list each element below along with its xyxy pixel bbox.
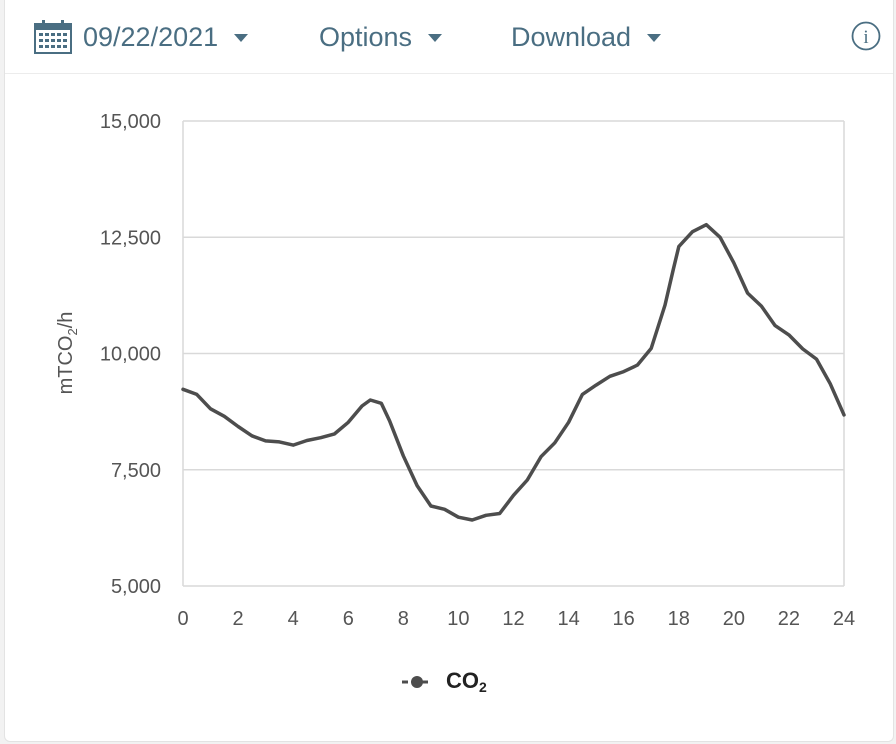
y-axis-label-tail: /h [55,312,77,329]
x-tick-label: 14 [557,608,579,630]
grid-lines [182,120,845,587]
series-line-co2[interactable] [181,222,846,522]
download-menu-button[interactable]: Download [511,20,662,54]
calendar-icon [34,20,72,54]
x-tick-label: 4 [288,608,299,630]
chart-card: 09/22/2021 Options Download i [4,0,894,742]
legend-marker [402,675,432,688]
y-tick-label: 7,500 [111,460,161,482]
y-axis-label: mTCO2/h [55,312,80,395]
y-tick-label: 5,000 [111,576,161,598]
y-axis-ticks: 5,000 7,500 10,000 12,500 15,000 [100,111,161,598]
x-tick-label: 10 [447,608,469,630]
options-menu-button[interactable]: Options [319,20,443,54]
chevron-down-icon [428,34,443,42]
x-tick-label: 0 [177,608,188,630]
x-tick-label: 12 [502,608,524,630]
options-label: Options [319,21,413,52]
x-tick-label: 22 [778,608,800,630]
date-label: 09/22/2021 [83,21,219,52]
legend-item-co2[interactable]: CO2 [400,668,487,695]
info-glyph: i [863,27,868,48]
x-tick-label: 8 [398,608,409,630]
chevron-down-icon [234,34,249,42]
legend-label-sub: 2 [479,679,487,695]
download-label: Download [511,21,632,52]
x-tick-label: 24 [833,608,855,630]
x-tick-label: 20 [723,608,745,630]
y-tick-label: 15,000 [100,111,161,133]
x-axis-ticks: 0 2 4 6 8 10 12 14 16 18 20 22 24 [177,608,855,630]
legend-label: CO2 [446,668,487,695]
x-tick-label: 6 [343,608,354,630]
x-tick-label: 16 [613,608,635,630]
y-tick-label: 10,000 [100,344,161,366]
toolbar: 09/22/2021 Options Download i [5,0,893,74]
y-axis-label-main: mTCO [55,336,77,395]
x-tick-label: 18 [668,608,690,630]
series-group [181,222,846,522]
x-tick-label: 2 [233,608,244,630]
y-tick-label: 12,500 [100,227,161,249]
date-picker-button[interactable]: 09/22/2021 [33,20,249,54]
legend-label-main: CO [446,668,479,693]
chevron-down-icon [647,34,662,42]
y-axis-label-sub: 2 [65,328,80,335]
info-icon[interactable]: i [851,21,881,51]
